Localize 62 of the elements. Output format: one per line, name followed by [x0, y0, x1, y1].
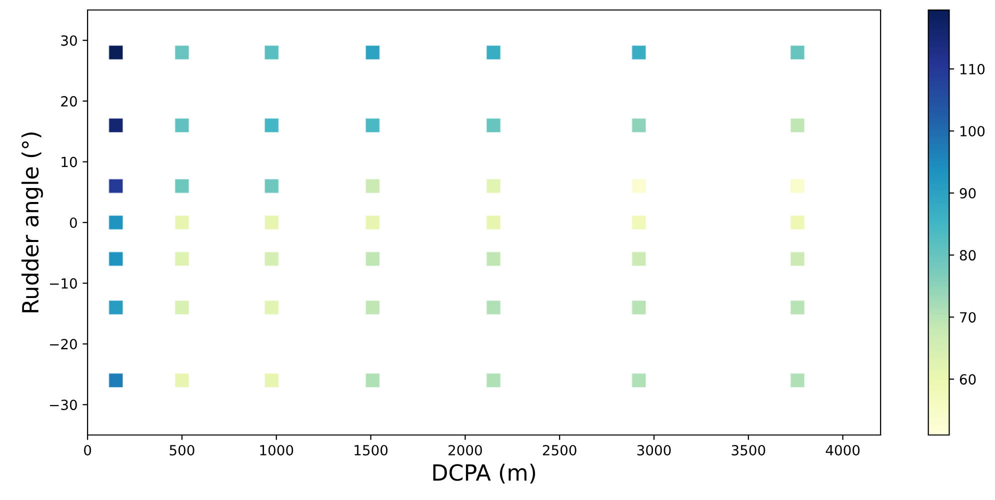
point: [108, 300, 124, 315]
point: [366, 45, 380, 60]
point: [790, 373, 805, 388]
point: [264, 178, 279, 194]
point: [632, 178, 646, 194]
point: [632, 300, 646, 315]
point: [366, 373, 380, 388]
point: [366, 118, 380, 132]
point: [264, 45, 279, 60]
y-tick-label: 20: [61, 96, 77, 107]
point: [632, 373, 646, 388]
color-bar-label: 100: [960, 126, 985, 136]
color-bar-label: 80: [960, 250, 976, 261]
y-tick-label: −10: [50, 278, 77, 289]
y-axis-title: Rudder angle (°): [21, 132, 43, 312]
point: [366, 215, 380, 230]
point: [108, 45, 124, 60]
x-tick-label: 1000: [260, 444, 294, 456]
point: [108, 215, 124, 230]
point: [264, 215, 279, 230]
point: [486, 373, 501, 388]
y-tick-label: 30: [61, 35, 77, 46]
point: [486, 215, 501, 230]
point: [108, 178, 124, 194]
point: [790, 178, 805, 194]
color-bar-label: 60: [960, 374, 976, 385]
x-tick-label: 2500: [542, 444, 576, 456]
y-tick-label: 10: [62, 156, 77, 168]
point: [790, 300, 805, 315]
x-tick-label: 4000: [826, 444, 860, 456]
point: [632, 118, 646, 132]
y-tick-label: 0: [70, 217, 77, 228]
point: [264, 252, 279, 266]
point: [108, 252, 124, 266]
x-tick-label: 0: [84, 444, 92, 456]
x-tick-label: 3500: [732, 444, 766, 456]
point: [264, 300, 279, 315]
point: [174, 118, 190, 132]
x-axis-title: DCPA (m): [433, 464, 536, 484]
color-bar-label: 110: [960, 64, 985, 74]
point: [486, 178, 501, 194]
point: [174, 215, 190, 230]
point: [108, 373, 124, 388]
x-tick-label: 3000: [637, 444, 671, 456]
point: [790, 252, 805, 266]
point: [174, 252, 190, 266]
x-tick-label: 2000: [448, 444, 482, 456]
point: [174, 300, 190, 315]
point: [632, 45, 646, 60]
point: [632, 215, 646, 230]
y-tick-label: −20: [50, 338, 77, 350]
point: [486, 45, 501, 60]
x-tick-label: 1500: [354, 444, 388, 456]
point: [174, 178, 190, 194]
point: [790, 215, 805, 230]
color-bar-label: 90: [960, 188, 976, 199]
point: [264, 118, 279, 132]
point: [108, 118, 124, 132]
color-bar-label: 70: [960, 312, 976, 323]
x-tick-label: 500: [170, 444, 194, 456]
point: [632, 252, 646, 266]
y-tick-label: −30: [50, 400, 77, 410]
